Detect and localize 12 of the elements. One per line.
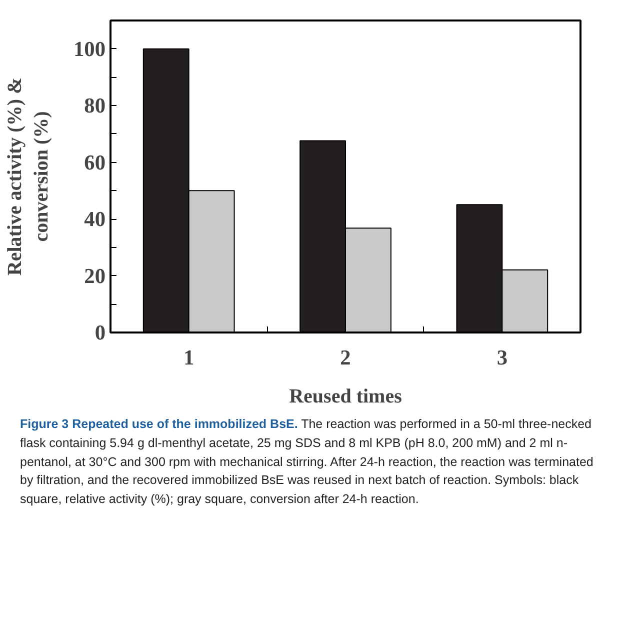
y-tick-label: 100 <box>74 36 106 61</box>
y-tick-label: 20 <box>84 264 106 288</box>
x-tick-label: 2 <box>340 346 351 370</box>
y-tick-label: 60 <box>84 150 106 174</box>
y-axis-title: Relative activity (%) & conversion (%) <box>4 77 53 276</box>
caption: Figure 3 Repeated use of the immobilized BsE. <box>20 417 298 431</box>
y-tick-label: 80 <box>84 94 106 118</box>
x-tick-label: 1 <box>184 346 194 370</box>
x-axis-title: Reused times <box>289 386 402 408</box>
x-tick-label: 3 <box>496 346 508 370</box>
y-tick-label: 0 <box>94 320 106 344</box>
y-tick-label: 40 <box>84 207 106 232</box>
